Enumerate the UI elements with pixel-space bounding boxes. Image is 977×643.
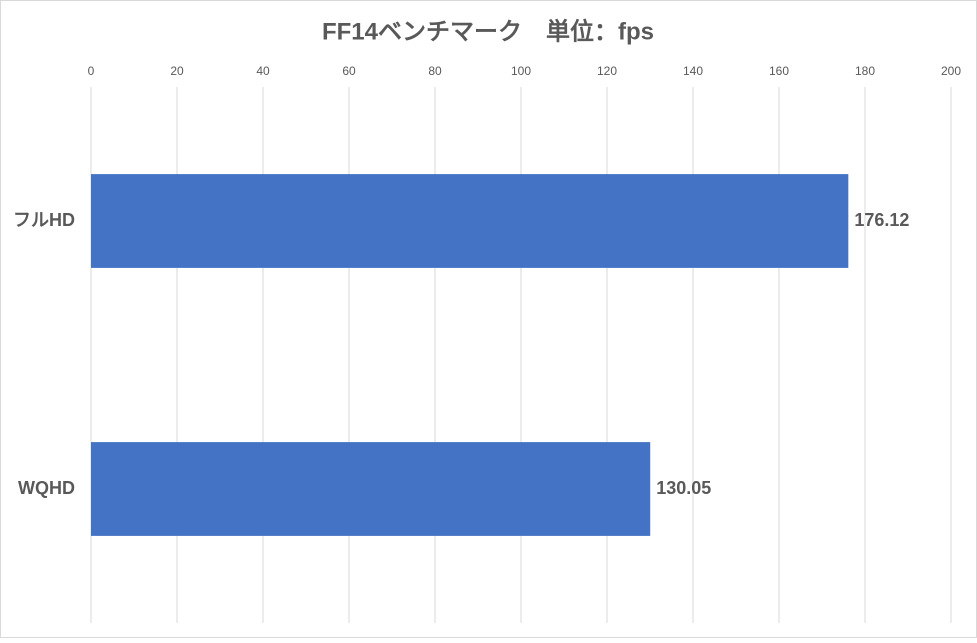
x-tick-label: 120 xyxy=(597,64,617,78)
x-tick-label: 100 xyxy=(511,64,531,78)
data-label: 176.12 xyxy=(854,210,909,230)
x-tick-label: 200 xyxy=(941,64,961,78)
x-tick-label: 0 xyxy=(88,64,95,78)
x-tick-label: 40 xyxy=(256,64,270,78)
x-tick-label: 180 xyxy=(855,64,875,78)
data-label: 130.05 xyxy=(656,478,711,498)
y-tick-label: フルHD xyxy=(13,210,75,230)
chart-title: FF14ベンチマーク 単位：fps xyxy=(322,17,654,45)
x-tick-label: 20 xyxy=(170,64,184,78)
x-tick-label: 60 xyxy=(342,64,356,78)
y-tick-label: WQHD xyxy=(18,478,75,498)
x-tick-label: 140 xyxy=(683,64,703,78)
x-tick-label: 80 xyxy=(428,64,442,78)
x-tick-label: 160 xyxy=(769,64,789,78)
bar xyxy=(91,442,651,536)
bar xyxy=(91,174,849,268)
